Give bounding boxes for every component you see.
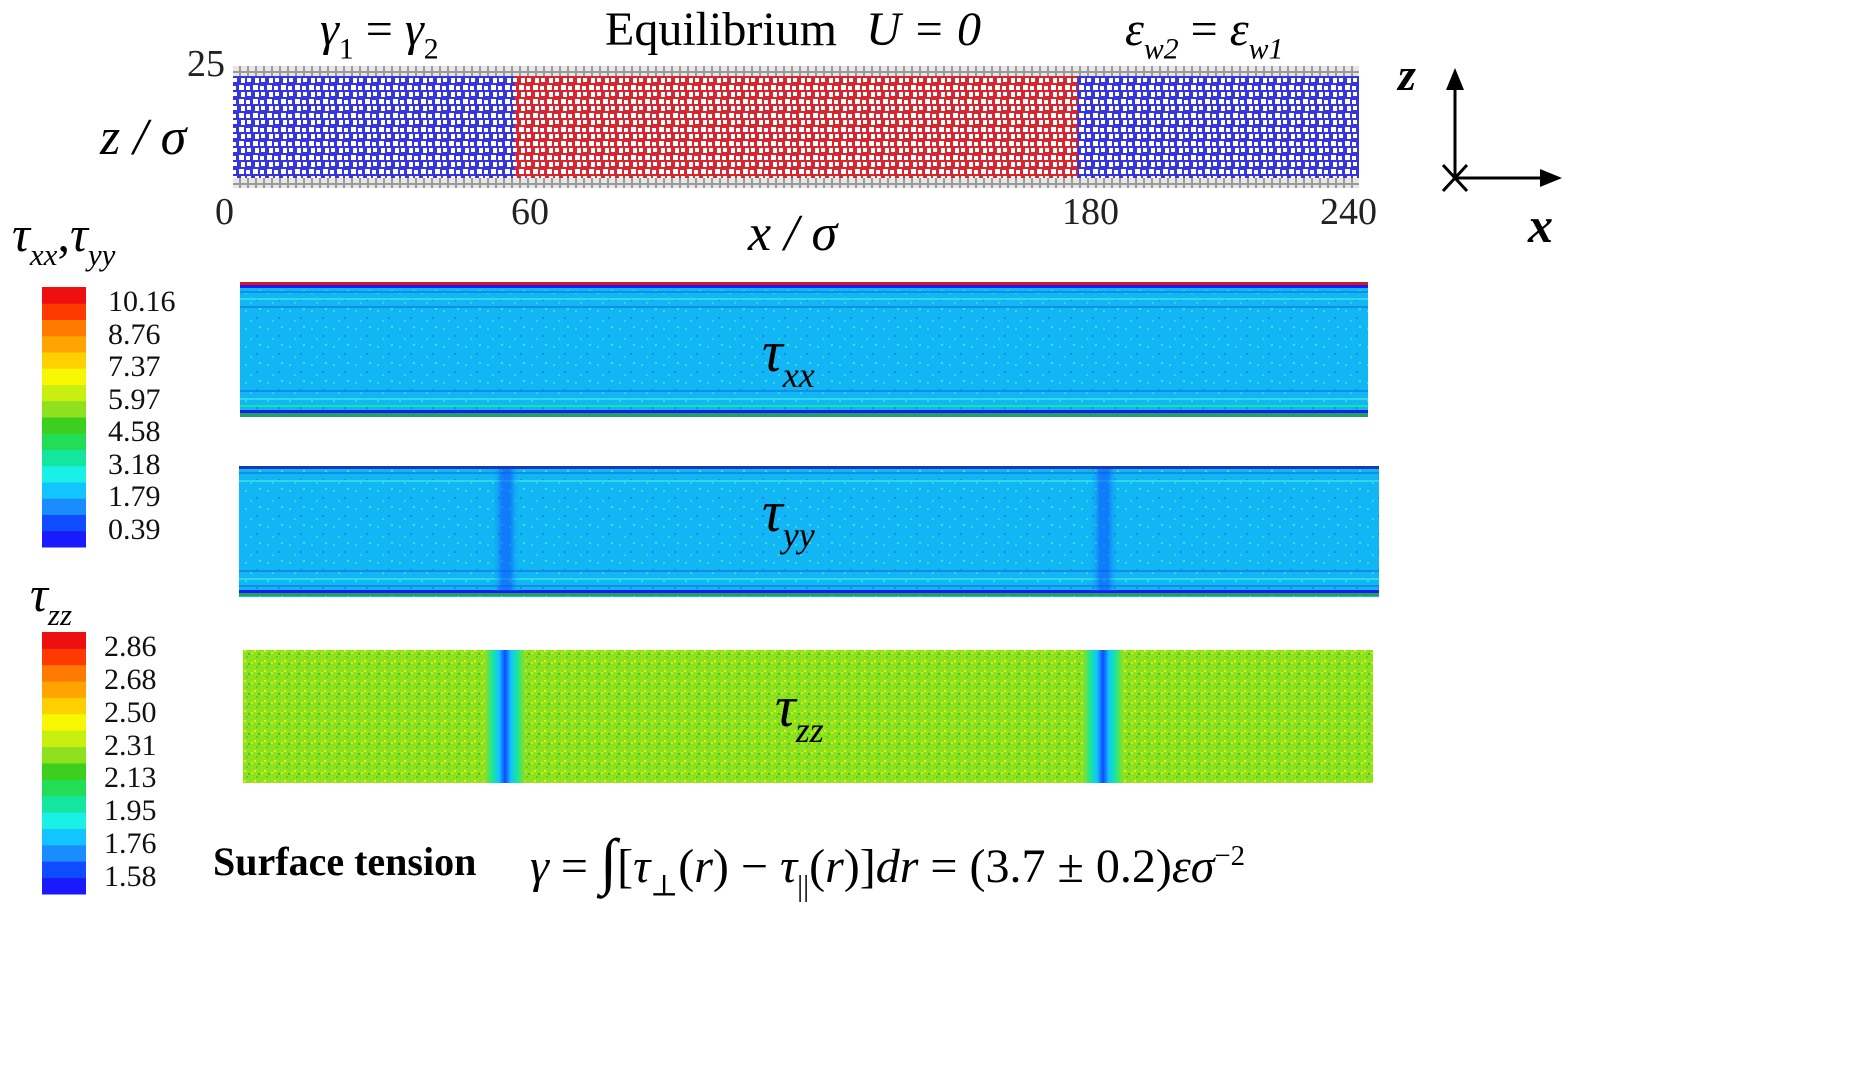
colorbar1-tick-label: 10.16	[108, 285, 176, 319]
colorbar2-tick-label: 1.58	[104, 859, 157, 893]
colorbar2-swatch	[42, 664, 86, 682]
colorbar2-swatch	[42, 730, 86, 748]
colorbar2-tick-label: 2.31	[104, 728, 157, 762]
colorbar2-tick-label: 1.76	[104, 826, 157, 860]
colorbar2-swatch	[42, 828, 86, 846]
colorbar1-swatch	[42, 530, 86, 548]
axes-x-label: x	[1528, 197, 1553, 253]
colorbar1-swatch	[42, 335, 86, 353]
colorbar2-swatch	[42, 681, 86, 698]
colorbar2-swatch	[42, 697, 86, 715]
epsilon-equality-label: εw2 = εw1	[1125, 3, 1284, 66]
colorbar2-swatch	[42, 779, 86, 797]
colorbar1-swatch	[42, 303, 86, 320]
colorbar1-tick-label: 3.18	[108, 447, 161, 481]
x-tick-240: 240	[1320, 191, 1377, 233]
colorbar1-swatch	[42, 352, 86, 369]
colorbar2-swatch	[42, 632, 86, 649]
panel-tau-zz	[243, 650, 1373, 783]
snapshot-panel	[233, 66, 1359, 188]
colorbar2-swatch	[42, 746, 86, 764]
colorbar1-tick-label: 0.39	[108, 512, 161, 546]
panel-tau-yy	[239, 466, 1379, 597]
axes-z-label: z	[1398, 49, 1416, 100]
colorbar1-tick-label: 8.76	[108, 317, 161, 351]
colorbar1-tick-label: 1.79	[108, 480, 161, 514]
interface-left	[492, 469, 520, 591]
tau-xx-field	[240, 282, 1368, 417]
colorbar1-swatch	[42, 498, 86, 515]
fluid-region-3	[1077, 76, 1359, 178]
colorbar2-tick-label: 2.68	[104, 663, 157, 697]
colorbar1-tick-label: 7.37	[108, 350, 161, 384]
colorbar2-swatch	[42, 861, 86, 879]
equilibrium-label: Equilibrium	[605, 3, 837, 56]
colorbar1-swatch	[42, 482, 86, 499]
colorbar-stress-xx-yy	[42, 287, 86, 548]
colorbar1-swatch	[42, 319, 86, 337]
label-tau-xx: τxx	[762, 319, 815, 396]
colorbar2-swatch	[42, 763, 86, 780]
z-tick-25: 25	[187, 43, 225, 85]
interface-left-zz	[485, 650, 525, 783]
velocity-label: U = 0	[866, 3, 982, 56]
colorbar2-tick-label: 2.50	[104, 695, 157, 729]
colorbar2-swatch	[42, 812, 86, 829]
panel-tau-xx	[240, 282, 1368, 417]
bottom-wall	[233, 178, 1359, 188]
colorbar1-title: τxx,τyy	[12, 206, 116, 272]
colorbar2-tick-label: 2.13	[104, 761, 157, 795]
colorbar1-swatch	[42, 433, 86, 450]
x-axis-label: x / σ	[748, 205, 838, 262]
colorbar1-swatch	[42, 384, 86, 402]
colorbar1-swatch	[42, 287, 86, 304]
colorbar1-swatch	[42, 465, 86, 483]
x-tick-0: 0	[215, 191, 234, 233]
colorbar1-swatch	[42, 368, 86, 385]
colorbar2-swatch	[42, 795, 86, 813]
colorbar1-tick-label: 5.97	[108, 382, 161, 416]
colorbar1-swatch	[42, 449, 86, 467]
colorbar1-swatch	[42, 417, 86, 434]
colorbar2-swatch	[42, 648, 86, 666]
axes-icon	[1441, 68, 1562, 193]
top-wall	[233, 66, 1359, 76]
interface-right	[1090, 469, 1118, 591]
colorbar-stress-zz	[42, 632, 86, 895]
x-tick-180: 180	[1062, 191, 1119, 233]
colorbar2-title: τzz	[30, 566, 73, 632]
surface-tension-formula: γ = ∫[τ⊥(r) − τ||(r)]dr = (3.7 ± 0.2)εσ−…	[530, 827, 1246, 903]
z-axis-label: z / σ	[100, 109, 187, 166]
colorbar2-tick-label: 2.86	[104, 630, 157, 664]
colorbar2-tick-label: 1.95	[104, 794, 157, 828]
fluid-regions	[233, 76, 1359, 178]
tau-yy-field	[239, 466, 1379, 597]
interface-right-zz	[1083, 650, 1123, 783]
gamma-equality-label: γ1 = γ2	[320, 3, 439, 66]
fluid-region-2	[514, 76, 1078, 178]
colorbar1-swatch	[42, 514, 86, 532]
fluid-region-1	[233, 76, 515, 178]
colorbar1-swatch	[42, 400, 86, 418]
colorbar1-tick-label: 4.58	[108, 415, 161, 449]
surface-tension-label: Surface tension	[213, 839, 477, 884]
colorbar2-swatch	[42, 877, 86, 895]
label-tau-zz: τzz	[775, 674, 824, 751]
label-tau-yy: τyy	[762, 479, 815, 556]
x-tick-60: 60	[511, 191, 549, 233]
colorbar2-swatch	[42, 844, 86, 862]
tau-zz-field	[243, 650, 1373, 783]
colorbar2-swatch	[42, 713, 86, 731]
